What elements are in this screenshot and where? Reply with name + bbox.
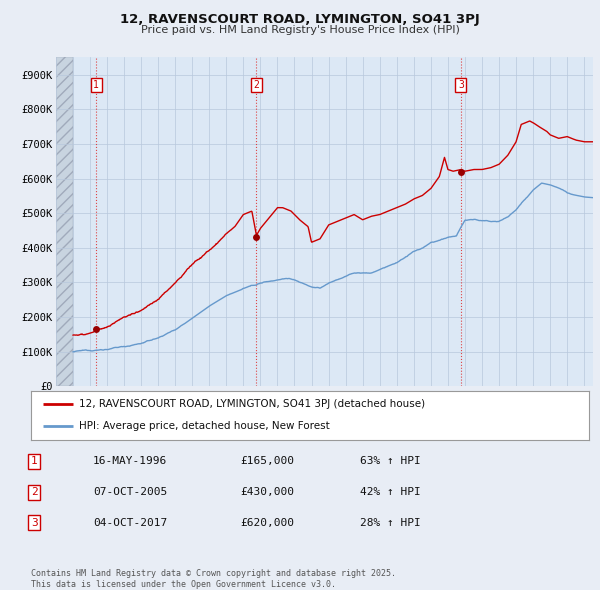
Text: £430,000: £430,000 [240, 487, 294, 497]
Text: £620,000: £620,000 [240, 518, 294, 527]
Text: 1: 1 [93, 80, 99, 90]
Text: 3: 3 [31, 518, 38, 527]
Text: 2: 2 [254, 80, 259, 90]
Text: HPI: Average price, detached house, New Forest: HPI: Average price, detached house, New … [79, 421, 329, 431]
Text: £165,000: £165,000 [240, 457, 294, 466]
Text: 04-OCT-2017: 04-OCT-2017 [93, 518, 167, 527]
Text: 28% ↑ HPI: 28% ↑ HPI [360, 518, 421, 527]
Text: Contains HM Land Registry data © Crown copyright and database right 2025.
This d: Contains HM Land Registry data © Crown c… [31, 569, 396, 589]
Bar [56, 57, 73, 386]
Text: 12, RAVENSCOURT ROAD, LYMINGTON, SO41 3PJ (detached house): 12, RAVENSCOURT ROAD, LYMINGTON, SO41 3P… [79, 399, 425, 409]
Text: 07-OCT-2005: 07-OCT-2005 [93, 487, 167, 497]
Text: 63% ↑ HPI: 63% ↑ HPI [360, 457, 421, 466]
Text: 3: 3 [458, 80, 464, 90]
Text: 12, RAVENSCOURT ROAD, LYMINGTON, SO41 3PJ: 12, RAVENSCOURT ROAD, LYMINGTON, SO41 3P… [120, 13, 480, 26]
Text: 2: 2 [31, 487, 38, 497]
Text: 16-MAY-1996: 16-MAY-1996 [93, 457, 167, 466]
Text: 42% ↑ HPI: 42% ↑ HPI [360, 487, 421, 497]
Text: Price paid vs. HM Land Registry's House Price Index (HPI): Price paid vs. HM Land Registry's House … [140, 25, 460, 35]
Text: 1: 1 [31, 457, 38, 466]
